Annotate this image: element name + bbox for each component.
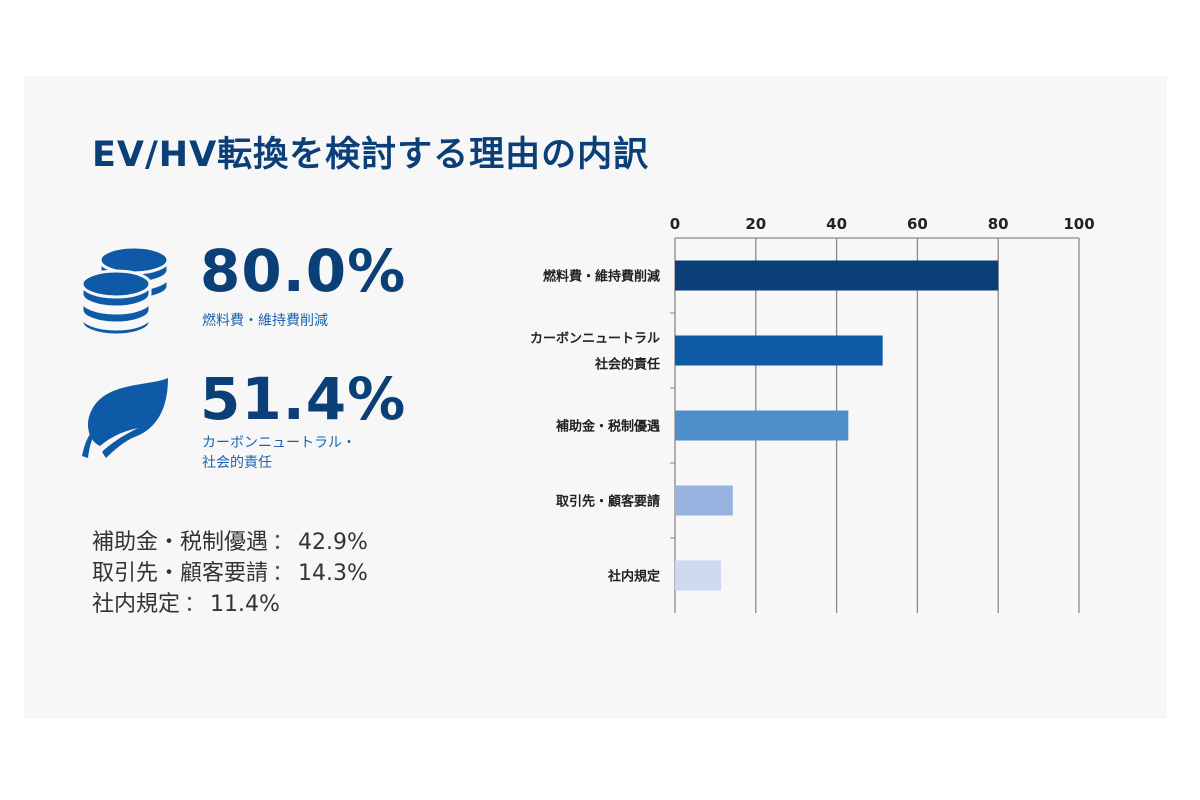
separator: ： — [272, 561, 295, 586]
reason-name: 取引先・顧客要請 — [92, 561, 269, 586]
highlight-value: 51.4% — [200, 365, 407, 433]
category-label: 補助金・税制優遇 — [555, 419, 660, 435]
bar — [675, 335, 883, 366]
tick-label: 20 — [745, 215, 766, 233]
bar — [675, 485, 733, 516]
bar — [675, 560, 722, 591]
coin-stack-icon — [80, 245, 170, 336]
category-label: カーボンニュートラル — [530, 331, 660, 347]
separator: ： — [272, 530, 295, 555]
tick-label: 40 — [826, 215, 847, 233]
reason-name: 補助金・税制優遇 — [92, 530, 269, 555]
reason-name: 社内規定 — [92, 592, 181, 617]
highlight-label-line: 社会的責任 — [202, 455, 272, 472]
separator: ： — [184, 592, 207, 617]
bar — [675, 260, 999, 291]
list-item: 社内規定： 11.4% — [92, 589, 368, 620]
reason-value: 11.4% — [210, 592, 280, 617]
tick-label: 60 — [907, 215, 928, 233]
content-panel — [24, 76, 1167, 719]
highlight-label: 燃料費・維持費削減 — [202, 313, 328, 329]
category-label: 取引先・顧客要請 — [556, 494, 660, 510]
list-item: 補助金・税制優遇： 42.9% — [92, 527, 368, 558]
highlight-label-line: カーボンニュートラル・ — [202, 435, 356, 451]
highlight-value: 80.0% — [200, 237, 407, 305]
tick-label: 80 — [988, 215, 1009, 233]
reason-value: 14.3% — [298, 561, 368, 586]
reason-value: 42.9% — [298, 530, 368, 555]
category-label: 社会的責任 — [594, 357, 660, 373]
highlight-label: カーボンニュートラル・ 社会的責任 — [202, 433, 356, 474]
list-item: 取引先・顧客要請： 14.3% — [92, 558, 368, 589]
other-reasons-list: 補助金・税制優遇： 42.9% 取引先・顧客要請： 14.3% 社内規定： 11.4% — [92, 527, 368, 620]
page-title: EV/HV転換を検討する理由の内訳 — [92, 135, 650, 175]
category-label: 社内規定 — [607, 569, 660, 585]
leaf-icon — [82, 378, 168, 458]
tick-label: 0 — [670, 215, 680, 233]
tick-label: 100 — [1063, 215, 1094, 233]
bar — [675, 410, 849, 441]
category-label: 燃料費・維持費削減 — [543, 269, 660, 285]
